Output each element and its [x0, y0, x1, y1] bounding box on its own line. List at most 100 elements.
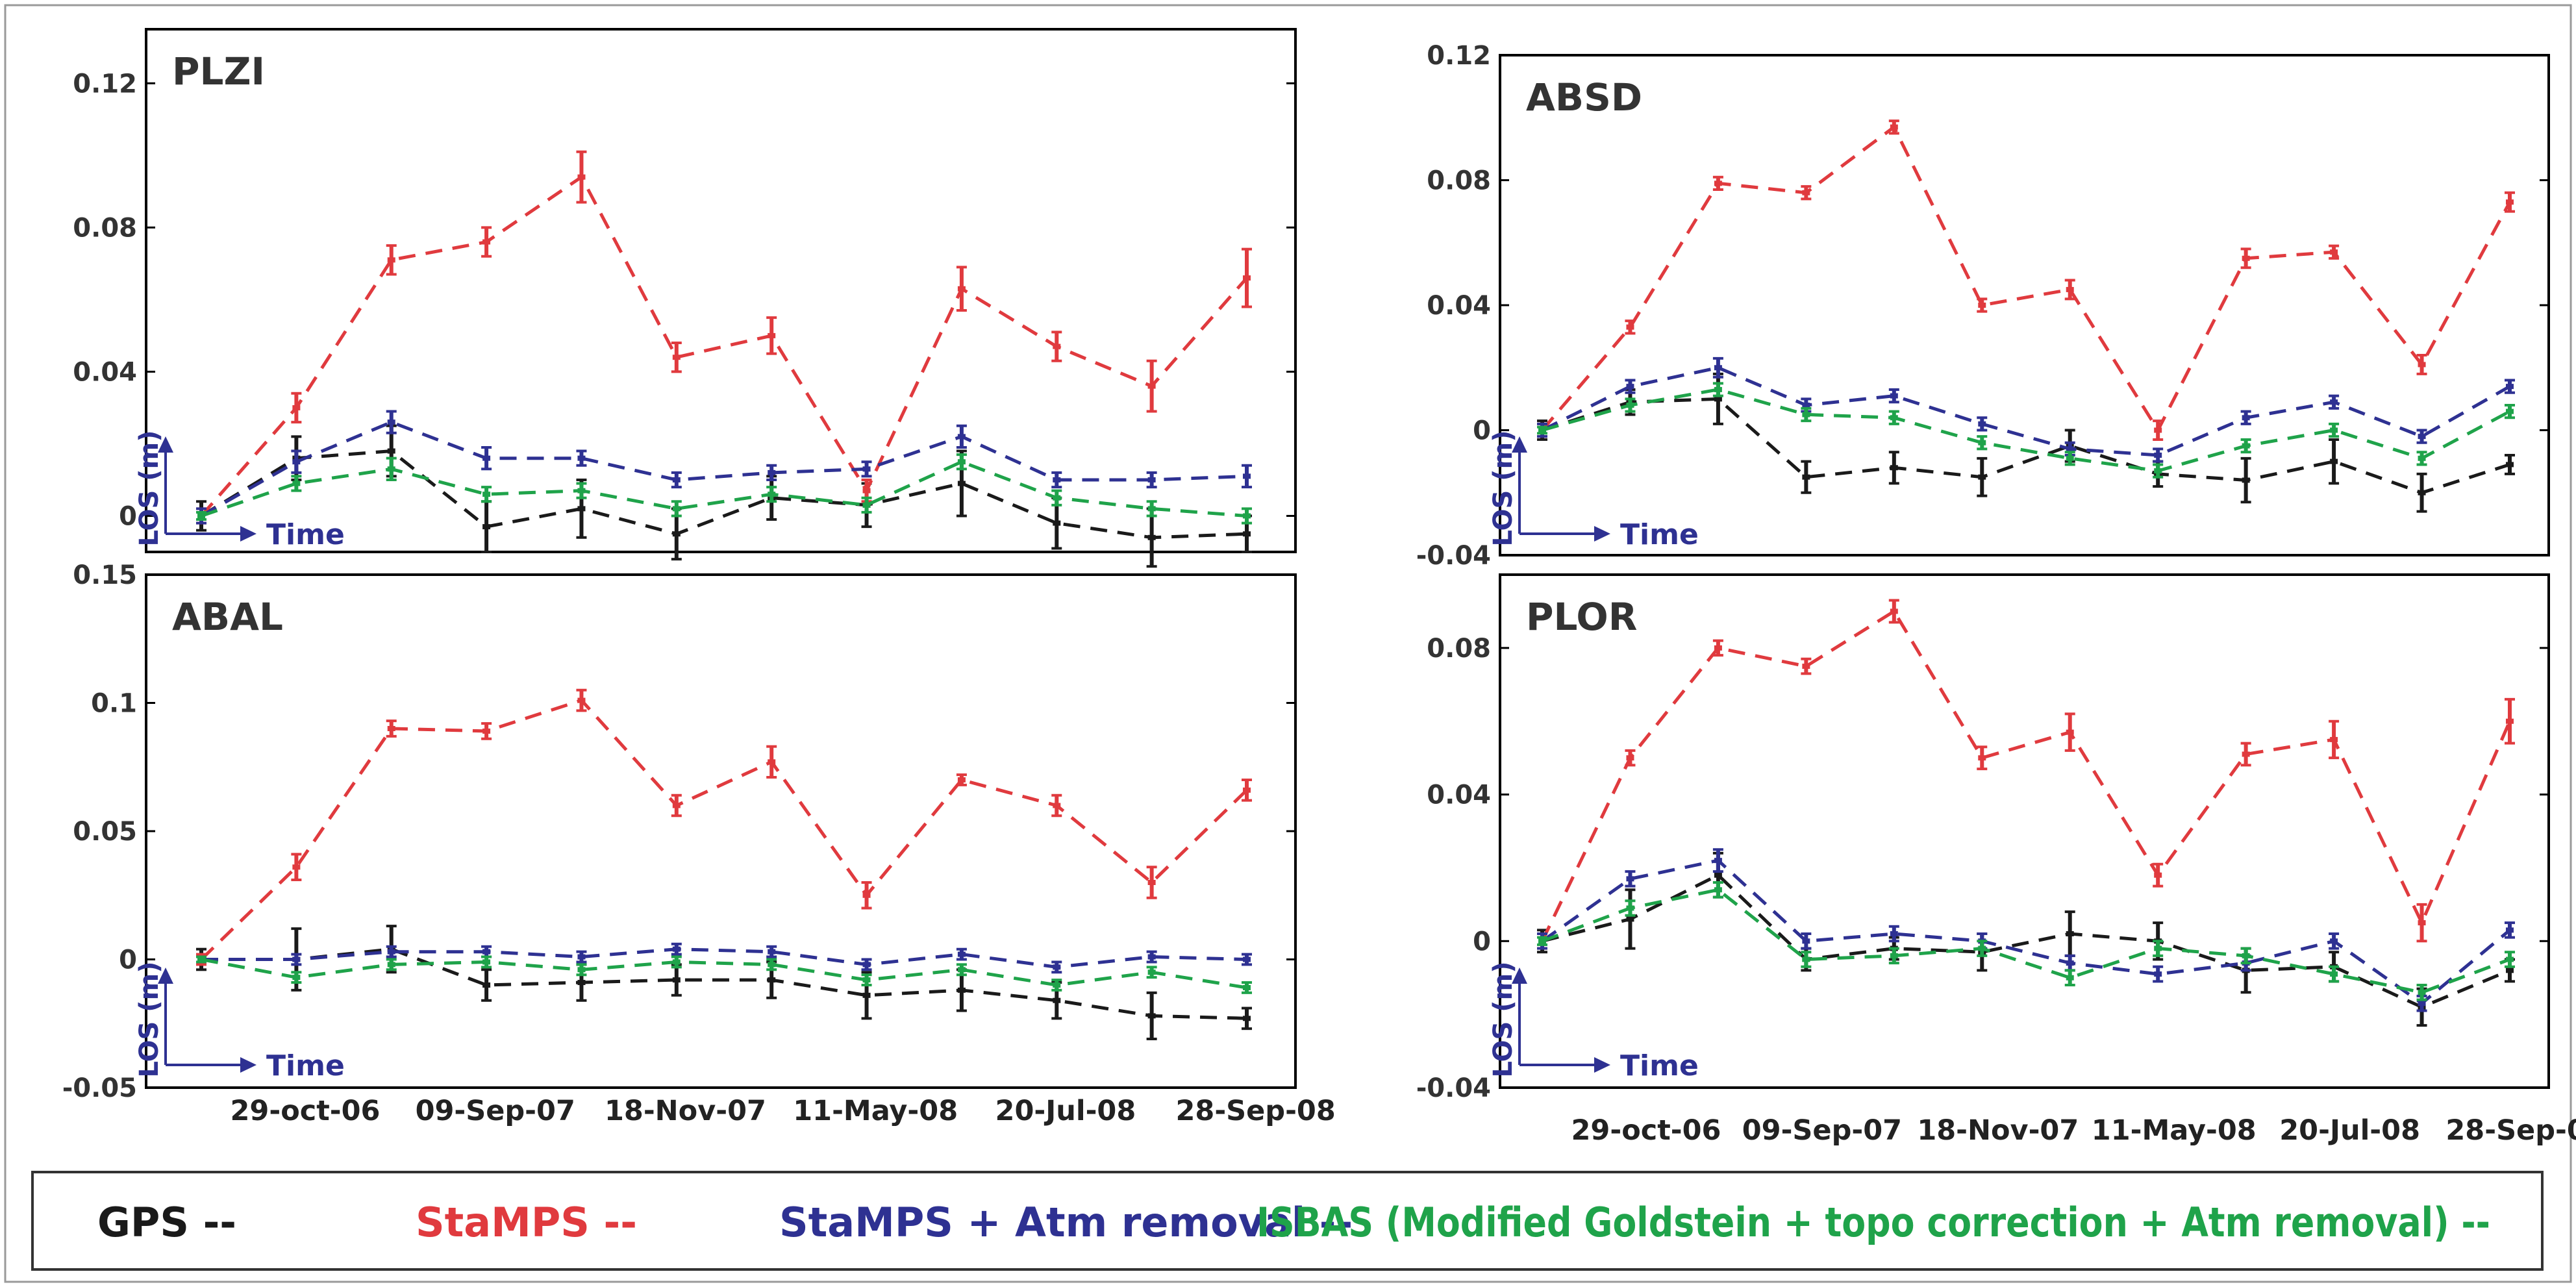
- series-line-gps: [200, 449, 1247, 540]
- series-line-stamps: [200, 698, 1248, 961]
- data-point-stamps: [2505, 191, 2515, 213]
- point-marker: [1802, 956, 1810, 962]
- point-marker: [862, 977, 871, 983]
- point-marker: [482, 982, 491, 988]
- series-line-stamps_atm: [201, 947, 1247, 969]
- panel-plzi: 0 0.04 0.08 0.12 PLZI LOS (m) Time: [73, 28, 1297, 568]
- point-marker: [2242, 953, 2250, 958]
- data-point-stamps_atm: [671, 942, 682, 956]
- los-arrow-head: [158, 436, 173, 453]
- time-label: Time: [1620, 1049, 1699, 1082]
- point-marker: [1890, 124, 1898, 130]
- data-point-gps: [2329, 438, 2340, 485]
- point-marker: [1978, 755, 1986, 761]
- y-tick-label: -0.04: [1416, 541, 1491, 571]
- point-marker: [1890, 953, 1898, 958]
- point-marker: [1243, 275, 1251, 281]
- data-point-stamps_atm: [1712, 848, 1723, 873]
- data-point-stamps: [2329, 719, 2340, 760]
- point-marker: [1890, 393, 1898, 399]
- point-marker: [292, 975, 301, 981]
- data-point-stamps_atm: [2240, 410, 2251, 425]
- data-point-isbas: [2329, 965, 2340, 983]
- point-marker: [1714, 872, 1722, 878]
- date-tick-label: 09-Sep-07: [1742, 1114, 1902, 1147]
- date-tick-label: 11-May-08: [2092, 1114, 2257, 1147]
- data-point-stamps_atm: [2153, 965, 2164, 983]
- y-tick-label: 0: [1473, 416, 1491, 446]
- point-marker: [2242, 415, 2250, 421]
- y-tick-label: -0.05: [62, 1073, 137, 1103]
- point-marker: [482, 455, 491, 461]
- data-point-gps: [1801, 460, 1812, 494]
- data-point-stamps: [1625, 749, 1636, 767]
- data-point-isbas: [386, 456, 397, 481]
- figure-border: [4, 4, 2572, 1283]
- legend-item-isbas: ISBAS (Modified Goldstein + topo correct…: [1257, 1199, 2490, 1246]
- point-marker: [672, 977, 681, 983]
- data-point-isbas: [861, 973, 872, 986]
- point-marker: [2506, 408, 2514, 414]
- point-marker: [2154, 971, 2162, 977]
- point-marker: [672, 959, 681, 965]
- data-point-isbas: [2416, 451, 2427, 466]
- data-point-stamps_atm: [1977, 416, 1988, 432]
- time-arrow-head: [240, 526, 256, 542]
- axis-annotation: LOS (m) Time: [1488, 961, 1699, 1082]
- data-point-stamps_atm: [386, 410, 397, 434]
- point-marker: [2242, 443, 2250, 449]
- series-line-stamps: [1541, 124, 2512, 434]
- point-marker: [577, 954, 586, 960]
- y-tick-label: 0.1: [91, 689, 137, 719]
- data-point-isbas: [2329, 422, 2340, 438]
- point-marker: [2418, 1001, 2426, 1006]
- data-point-stamps: [2416, 903, 2427, 943]
- data-point-stamps: [1977, 745, 1988, 771]
- point-marker: [1978, 303, 1986, 308]
- data-point-stamps_atm: [766, 945, 777, 958]
- panel-title: ABAL: [172, 595, 283, 639]
- point-marker: [1053, 520, 1061, 526]
- data-point-isbas: [1242, 981, 1252, 994]
- point-marker: [1626, 905, 1634, 911]
- point-marker: [2506, 956, 2514, 962]
- point-marker: [672, 531, 681, 537]
- data-point-isbas: [1146, 500, 1157, 518]
- y-tick-label: 0.08: [1427, 634, 1491, 664]
- point-marker: [2066, 931, 2074, 936]
- data-point-isbas: [956, 453, 967, 471]
- data-point-isbas: [2505, 404, 2515, 419]
- point-marker: [2330, 399, 2338, 405]
- point-marker: [2242, 477, 2250, 483]
- los-label: LOS (m): [1488, 430, 1518, 546]
- point-marker: [862, 488, 871, 494]
- point-marker: [577, 174, 586, 180]
- data-point-isbas: [1051, 489, 1062, 506]
- point-marker: [1802, 190, 1810, 195]
- point-marker: [1147, 954, 1156, 960]
- data-point-stamps_atm: [2416, 429, 2427, 444]
- data-point-isbas: [576, 963, 587, 977]
- point-marker: [1802, 412, 1810, 418]
- data-point-isbas: [1242, 507, 1252, 525]
- data-point-stamps_atm: [861, 958, 872, 971]
- los-label: LOS (m): [134, 430, 164, 546]
- data-point-stamps_atm: [1242, 464, 1252, 489]
- point-marker: [2418, 990, 2426, 995]
- data-point-stamps: [2240, 742, 2251, 767]
- legend: GPS -- StaMPS -- StaMPS + Atm removal --…: [31, 1171, 2544, 1271]
- point-marker: [1147, 506, 1156, 512]
- data-point-stamps_atm: [861, 460, 872, 478]
- data-point-isbas: [1888, 947, 1899, 965]
- point-marker: [1243, 1016, 1251, 1021]
- y-tick-label: 0.04: [73, 357, 137, 387]
- data-point-isbas: [291, 475, 302, 492]
- y-tick-label: 0.08: [73, 213, 137, 243]
- data-point-isbas: [196, 510, 206, 521]
- data-point-gps: [2416, 472, 2427, 513]
- point-marker: [1978, 421, 1986, 427]
- series-line-stamps: [1540, 608, 2512, 942]
- data-point-stamps: [291, 853, 302, 882]
- y-tick-label: -0.04: [1416, 1073, 1491, 1103]
